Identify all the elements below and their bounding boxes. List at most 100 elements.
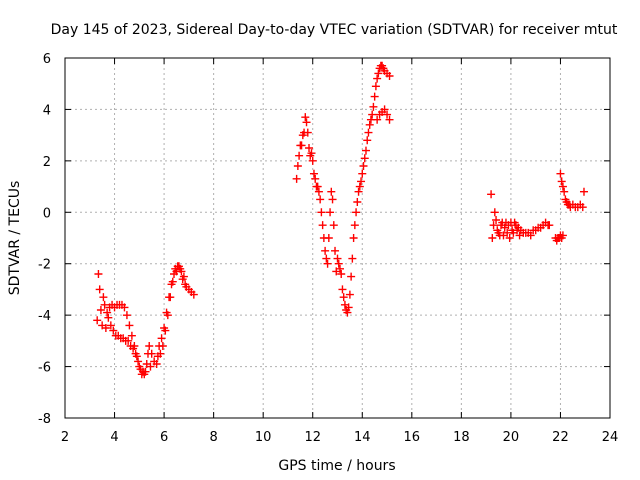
data-point xyxy=(358,169,367,178)
data-point xyxy=(313,182,322,191)
data-point xyxy=(103,308,112,317)
data-point xyxy=(189,290,198,299)
data-point xyxy=(152,360,161,368)
data-point xyxy=(344,303,353,312)
grid-lines xyxy=(65,58,610,418)
data-point xyxy=(158,342,167,350)
y-tick-label: -6 xyxy=(38,361,51,376)
data-point xyxy=(161,326,170,335)
data-point xyxy=(311,174,320,183)
data-point xyxy=(157,334,166,343)
data-point xyxy=(489,221,498,230)
data-point xyxy=(335,264,344,273)
data-point xyxy=(357,177,366,186)
data-point xyxy=(370,92,379,101)
data-point xyxy=(371,82,380,91)
data-point xyxy=(333,254,342,263)
data-point xyxy=(368,110,377,119)
data-point xyxy=(338,285,347,294)
data-point xyxy=(359,162,368,170)
data-point xyxy=(373,74,382,83)
data-point xyxy=(302,118,311,127)
data-point xyxy=(352,208,361,217)
data-point xyxy=(322,254,331,263)
data-point xyxy=(578,203,587,212)
data-point xyxy=(558,182,567,191)
data-point xyxy=(93,316,102,325)
data-point xyxy=(360,154,369,163)
y-tick-label: 2 xyxy=(43,155,51,170)
x-tick-label: 22 xyxy=(552,430,569,445)
data-point xyxy=(101,324,110,332)
data-point xyxy=(145,342,154,350)
data-point xyxy=(316,195,325,204)
data-point xyxy=(353,198,362,206)
data-point xyxy=(303,128,312,137)
data-point xyxy=(350,221,359,230)
x-tick-label: 14 xyxy=(354,430,371,445)
data-point xyxy=(328,195,337,204)
data-point xyxy=(354,187,363,196)
data-point xyxy=(305,144,314,152)
x-tick-label: 24 xyxy=(602,430,619,445)
data-point xyxy=(324,234,333,242)
data-point xyxy=(361,146,370,155)
data-point xyxy=(348,254,357,263)
data-point xyxy=(301,113,310,122)
data-point xyxy=(292,174,301,183)
y-tick-label: 4 xyxy=(43,103,51,118)
data-point xyxy=(490,208,499,217)
data-point xyxy=(343,308,352,317)
data-point xyxy=(385,72,394,80)
x-tick-label: 12 xyxy=(304,430,321,445)
y-tick-label: -2 xyxy=(38,258,51,273)
plot-frame xyxy=(64,57,611,419)
data-point xyxy=(545,221,554,230)
data-points xyxy=(93,61,588,379)
data-point xyxy=(130,342,139,350)
data-point xyxy=(556,169,565,178)
data-point xyxy=(492,216,501,224)
data-point xyxy=(337,270,346,278)
data-point xyxy=(526,231,535,240)
data-point xyxy=(104,313,113,322)
data-point xyxy=(156,349,165,358)
data-point xyxy=(380,105,389,114)
data-point xyxy=(122,311,131,320)
data-point xyxy=(134,357,143,366)
x-tick-label: 8 xyxy=(209,430,217,445)
data-point xyxy=(125,321,134,330)
data-point xyxy=(505,234,514,242)
y-tick-label: 6 xyxy=(43,52,51,67)
data-point xyxy=(95,285,104,294)
x-tick-label: 2 xyxy=(61,430,69,445)
x-axis-label: GPS time / hours xyxy=(278,458,395,474)
data-point xyxy=(347,272,356,281)
data-point xyxy=(124,336,133,345)
data-point xyxy=(318,221,327,230)
x-tick-label: 18 xyxy=(453,430,470,445)
data-point xyxy=(339,293,348,302)
data-point xyxy=(297,141,306,150)
data-point xyxy=(295,151,304,160)
data-point xyxy=(331,246,340,255)
data-point xyxy=(369,102,378,111)
data-point xyxy=(120,303,129,312)
y-axis-label: SDTVAR / TECUs xyxy=(7,181,23,296)
data-point xyxy=(383,110,392,119)
data-point xyxy=(560,187,569,196)
y-tick-label: -4 xyxy=(38,309,51,324)
data-point xyxy=(100,300,109,309)
data-point xyxy=(334,259,343,268)
x-tick-label: 16 xyxy=(404,430,421,445)
data-point xyxy=(557,177,566,186)
data-point xyxy=(385,115,394,124)
data-point xyxy=(308,156,317,165)
data-point xyxy=(363,136,372,145)
data-point xyxy=(106,321,115,330)
data-point xyxy=(127,331,136,340)
data-point xyxy=(323,259,332,268)
